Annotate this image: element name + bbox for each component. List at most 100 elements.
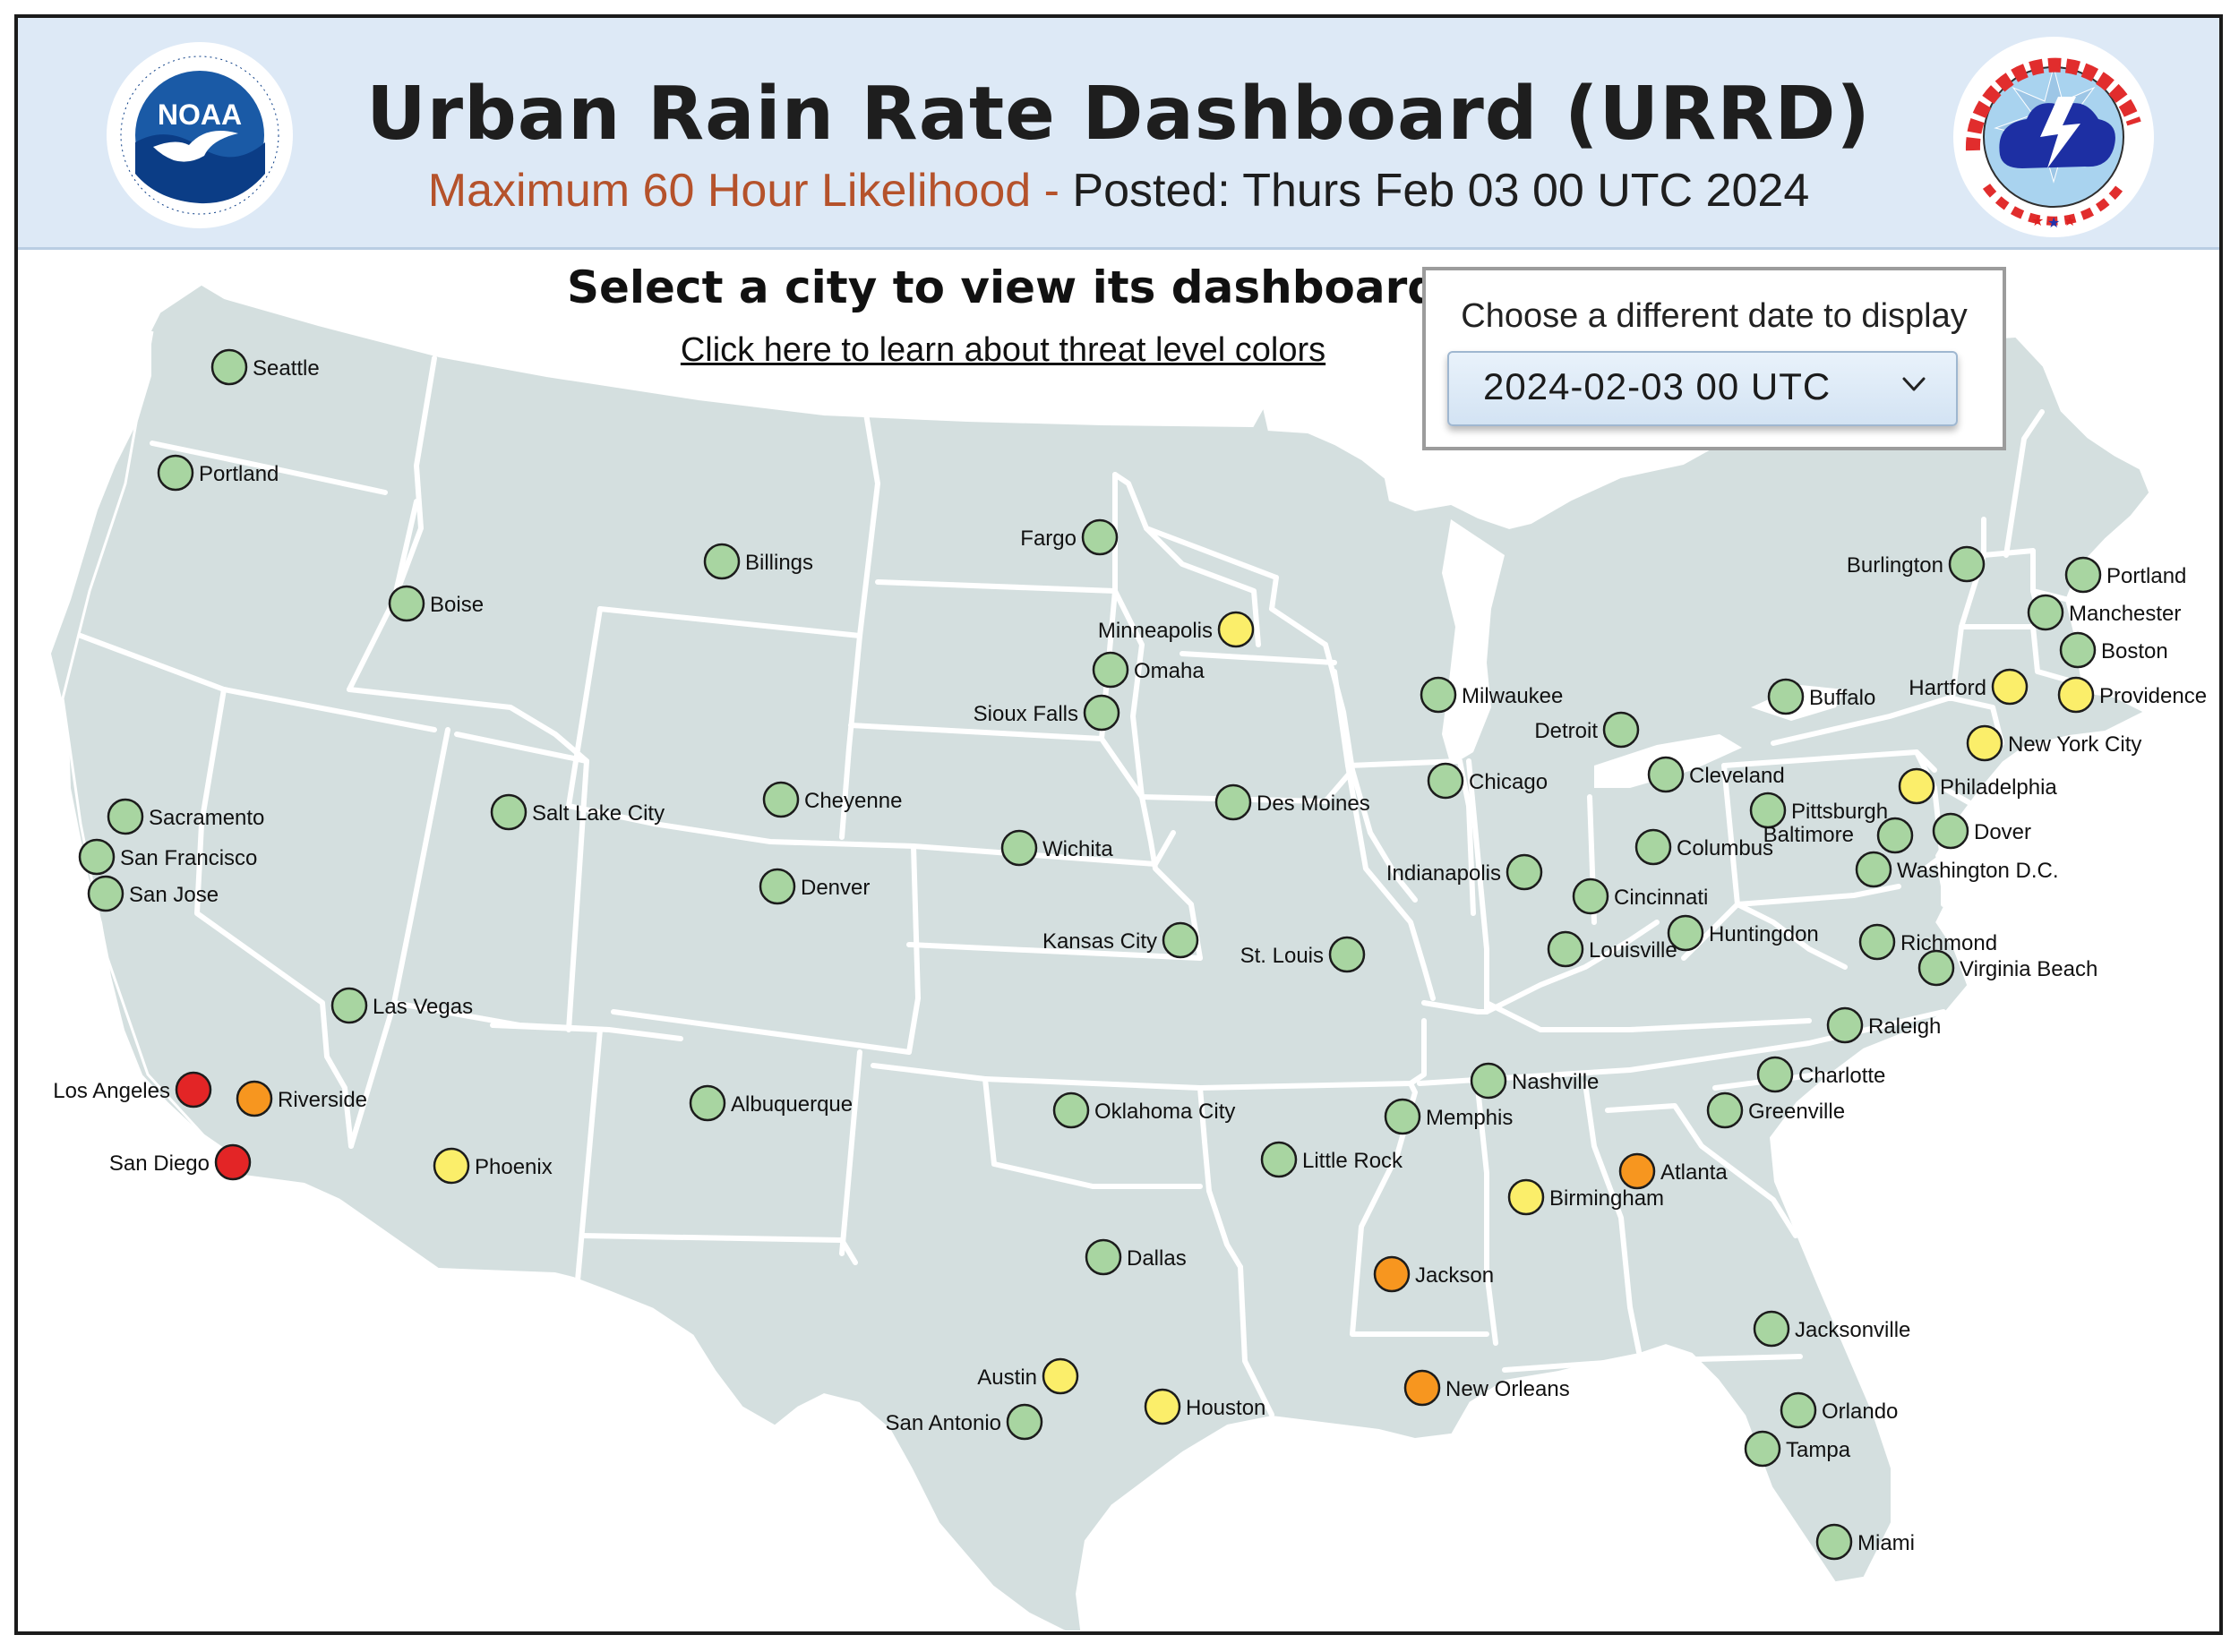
city-marker-miami[interactable]: Miami [1815, 1523, 1915, 1561]
city-dot-green[interactable] [1932, 812, 1969, 850]
city-marker-boston[interactable]: Boston [2059, 631, 2168, 669]
city-marker-orlando[interactable]: Orlando [1780, 1391, 1898, 1429]
city-dot-green[interactable] [1826, 1006, 1864, 1044]
city-label[interactable]: Dover [1974, 820, 2031, 844]
city-dot-green[interactable] [689, 1084, 726, 1122]
city-dot-green[interactable] [1470, 1062, 1507, 1100]
city-label[interactable]: New Orleans [1445, 1377, 1570, 1401]
city-dot-green[interactable] [1744, 1430, 1781, 1468]
city-marker-dallas[interactable]: Dallas [1085, 1238, 1187, 1276]
city-label[interactable]: Fargo [1020, 526, 1077, 551]
city-marker-austin[interactable]: Austin [977, 1357, 1079, 1395]
city-dot-yellow[interactable] [1507, 1178, 1545, 1216]
city-label[interactable]: San Diego [109, 1151, 210, 1176]
city-marker-sioux-falls[interactable]: Sioux Falls [974, 694, 1120, 732]
city-label[interactable]: Omaha [1134, 659, 1205, 683]
city-label[interactable]: Hartford [1909, 676, 1986, 700]
city-dot-green[interactable] [2064, 556, 2102, 594]
city-dot-green[interactable] [1000, 829, 1038, 867]
city-marker-atlanta[interactable]: Atlanta [1618, 1152, 1728, 1190]
city-dot-green[interactable] [759, 868, 796, 905]
city-marker-san-diego[interactable]: San Diego [109, 1143, 252, 1181]
city-dot-green[interactable] [78, 838, 116, 876]
city-marker-seattle[interactable]: Seattle [210, 348, 320, 386]
city-marker-los-angeles[interactable]: Los Angeles [53, 1071, 212, 1108]
city-dot-green[interactable] [2027, 594, 2064, 631]
city-dot-yellow[interactable] [1217, 611, 1255, 648]
city-label[interactable]: Portland [2106, 564, 2186, 588]
city-dot-green[interactable] [1634, 828, 1672, 866]
city-label[interactable]: Louisville [1589, 938, 1677, 963]
city-marker-cheyenne[interactable]: Cheyenne [762, 781, 902, 818]
city-marker-houston[interactable]: Houston [1144, 1388, 1265, 1425]
city-label[interactable]: Charlotte [1798, 1064, 1885, 1088]
city-dot-green[interactable] [1602, 711, 1640, 749]
city-dot-green[interactable] [1420, 676, 1457, 714]
city-label[interactable]: Memphis [1426, 1106, 1513, 1130]
city-label[interactable]: Orlando [1822, 1399, 1898, 1424]
city-label[interactable]: Jackson [1415, 1263, 1494, 1288]
city-dot-green[interactable] [1858, 923, 1896, 961]
city-label[interactable]: Baltimore [1763, 823, 1854, 847]
city-label[interactable]: Cincinnati [1614, 886, 1708, 910]
city-marker-san-antonio[interactable]: San Antonio [886, 1403, 1043, 1441]
city-dot-green[interactable] [1767, 678, 1805, 715]
city-marker-st-louis[interactable]: St. Louis [1240, 936, 1366, 973]
city-marker-hartford[interactable]: Hartford [1909, 668, 2029, 706]
city-dot-green[interactable] [1214, 783, 1252, 821]
city-label[interactable]: Atlanta [1660, 1160, 1728, 1185]
city-label[interactable]: Pittsburgh [1791, 800, 1888, 824]
city-label[interactable]: Tampa [1786, 1438, 1851, 1462]
city-label[interactable]: Detroit [1534, 719, 1598, 743]
city-marker-cleveland[interactable]: Cleveland [1647, 756, 1785, 793]
city-dot-green[interactable] [1780, 1391, 1817, 1429]
city-marker-jackson[interactable]: Jackson [1373, 1255, 1494, 1293]
city-dot-yellow[interactable] [1966, 724, 2003, 762]
city-marker-san-francisco[interactable]: San Francisco [78, 838, 257, 876]
city-label[interactable]: Manchester [2069, 602, 2181, 626]
city-marker-huntingdon[interactable]: Huntingdon [1667, 914, 1819, 952]
city-label[interactable]: Billings [745, 551, 813, 575]
city-dot-green[interactable] [762, 781, 800, 818]
city-dot-red[interactable] [175, 1071, 212, 1108]
city-marker-new-york-city[interactable]: New York City [1966, 724, 2141, 762]
city-marker-cincinnati[interactable]: Cincinnati [1572, 877, 1708, 915]
city-dot-green[interactable] [107, 798, 144, 835]
city-label[interactable]: Las Vegas [373, 995, 473, 1019]
city-marker-detroit[interactable]: Detroit [1534, 711, 1640, 749]
city-marker-wichita[interactable]: Wichita [1000, 829, 1113, 867]
city-dot-green[interactable] [1855, 851, 1892, 888]
city-label[interactable]: Cleveland [1689, 764, 1785, 788]
city-marker-billings[interactable]: Billings [703, 543, 813, 580]
city-marker-las-vegas[interactable]: Las Vegas [330, 987, 473, 1024]
city-dot-green[interactable] [210, 348, 248, 386]
city-dot-green[interactable] [490, 793, 528, 831]
city-dot-green[interactable] [1547, 930, 1584, 968]
city-dot-orange[interactable] [1373, 1255, 1411, 1293]
city-label[interactable]: Raleigh [1868, 1014, 1941, 1039]
city-label[interactable]: Minneapolis [1098, 619, 1213, 643]
city-label[interactable]: New York City [2008, 732, 2141, 757]
city-marker-milwaukee[interactable]: Milwaukee [1420, 676, 1563, 714]
city-marker-fargo[interactable]: Fargo [1020, 518, 1119, 556]
city-marker-dover[interactable]: Dover [1932, 812, 2031, 850]
city-marker-memphis[interactable]: Memphis [1384, 1098, 1513, 1135]
city-dot-green[interactable] [1052, 1091, 1090, 1129]
city-marker-manchester[interactable]: Manchester [2027, 594, 2181, 631]
city-dot-green[interactable] [1162, 921, 1199, 959]
city-dot-green[interactable] [1427, 762, 1464, 800]
city-dot-green[interactable] [1572, 877, 1609, 915]
city-label[interactable]: Virginia Beach [1960, 957, 2097, 981]
city-label[interactable]: Milwaukee [1462, 684, 1563, 708]
city-label[interactable]: Riverside [278, 1088, 367, 1112]
city-marker-raleigh[interactable]: Raleigh [1826, 1006, 1941, 1044]
city-dot-green[interactable] [87, 875, 124, 912]
city-dot-yellow[interactable] [1898, 767, 1935, 805]
city-marker-indianapolis[interactable]: Indianapolis [1386, 853, 1543, 891]
city-dot-green[interactable] [1092, 651, 1129, 689]
threat-level-colors-link[interactable]: Click here to learn about threat level c… [680, 331, 1326, 369]
city-label[interactable]: Jacksonville [1795, 1318, 1910, 1342]
city-marker-new-orleans[interactable]: New Orleans [1403, 1369, 1570, 1407]
city-dot-green[interactable] [1506, 853, 1543, 891]
city-marker-des-moines[interactable]: Des Moines [1214, 783, 1370, 821]
